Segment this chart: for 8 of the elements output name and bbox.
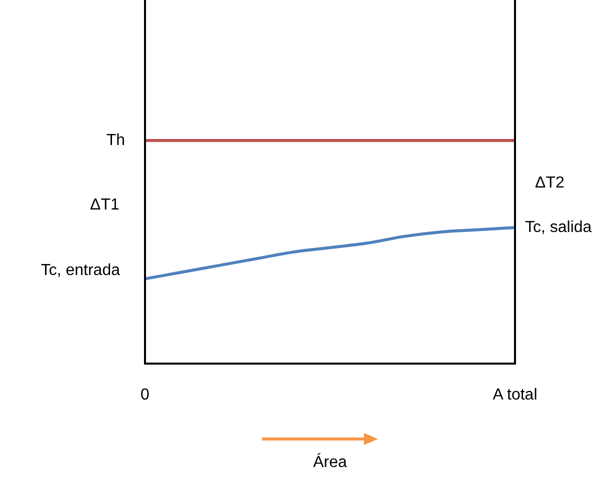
annotation: Tc, entrada xyxy=(40,262,120,280)
series-label: Th xyxy=(106,132,125,149)
text: ΔT1 xyxy=(90,196,120,214)
text: ΔT2 xyxy=(535,174,564,192)
x-tick-label: 0 xyxy=(140,386,150,404)
x-axis-title: Área xyxy=(313,452,347,471)
annotation: Tc, salida xyxy=(525,218,592,236)
x-tick-label: A total xyxy=(492,386,538,404)
